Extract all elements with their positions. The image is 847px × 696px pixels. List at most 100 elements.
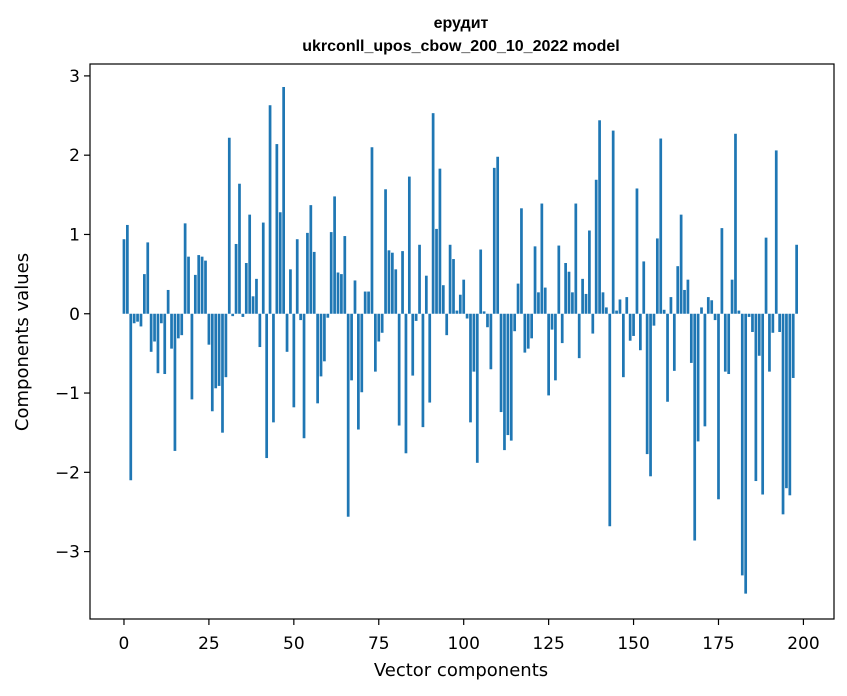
bar	[577, 313, 581, 359]
bar	[734, 133, 737, 314]
bar	[628, 313, 632, 341]
bar	[703, 313, 707, 427]
bar	[486, 313, 489, 328]
bar	[149, 313, 153, 352]
bar	[747, 313, 751, 317]
bar	[465, 313, 469, 319]
bar	[156, 313, 160, 374]
bar	[686, 279, 690, 314]
bar	[238, 183, 241, 314]
bar	[696, 313, 700, 442]
bar	[163, 313, 167, 375]
bar	[771, 313, 775, 333]
x-axis-label: Vector components	[374, 660, 548, 681]
bar	[523, 313, 527, 353]
bar	[737, 310, 741, 314]
bar	[139, 313, 143, 327]
bar	[204, 260, 207, 314]
bar	[564, 263, 567, 314]
bar	[282, 86, 285, 314]
bar	[781, 313, 785, 515]
bar	[791, 313, 795, 378]
bar	[622, 313, 625, 378]
bar	[129, 313, 133, 481]
bar	[700, 307, 703, 314]
y-tick-label: −2	[55, 463, 80, 483]
bar	[655, 238, 659, 314]
bar	[618, 299, 622, 314]
bar	[598, 120, 601, 314]
bar	[197, 255, 201, 314]
bar	[526, 313, 530, 349]
bar	[407, 176, 411, 314]
ticks-group: 0 25 50 75 100 125 150 175 200 −3 −2 −1 0 1 2 3	[55, 67, 820, 654]
bar	[146, 242, 150, 314]
bar	[774, 150, 778, 314]
bar	[122, 239, 126, 314]
bar	[384, 189, 387, 314]
bar	[676, 266, 680, 314]
bar	[503, 313, 506, 451]
bar	[751, 313, 754, 332]
bar	[537, 292, 540, 314]
bar	[401, 251, 404, 314]
bar	[231, 313, 235, 317]
bar	[221, 313, 224, 433]
bar	[363, 291, 367, 314]
bar	[652, 313, 656, 326]
bar	[662, 309, 666, 314]
x-tick-label: 175	[702, 634, 734, 654]
bar	[639, 313, 642, 351]
bar	[533, 246, 537, 314]
bar	[346, 313, 350, 517]
bar	[499, 313, 503, 413]
bar	[649, 313, 652, 477]
bar	[268, 105, 272, 314]
bar	[584, 293, 588, 314]
bar	[571, 292, 574, 314]
bar	[312, 251, 316, 314]
bar	[193, 274, 197, 314]
bar	[520, 208, 523, 314]
bar	[275, 144, 279, 314]
bar	[496, 156, 500, 314]
x-tick-label: 75	[368, 634, 390, 654]
bar	[323, 313, 326, 362]
bar	[421, 313, 425, 428]
bar	[445, 313, 449, 336]
bar	[166, 289, 170, 314]
bar	[744, 313, 748, 594]
bar	[292, 313, 296, 408]
bar	[492, 167, 496, 314]
bar	[479, 249, 483, 314]
bar	[547, 313, 550, 396]
bar	[159, 313, 163, 324]
bar	[761, 313, 765, 495]
bar	[683, 289, 686, 314]
bar	[374, 313, 377, 372]
bar	[764, 237, 768, 314]
bar	[581, 278, 584, 314]
bar	[693, 313, 697, 541]
bar	[632, 313, 635, 336]
bar	[285, 313, 289, 352]
bar	[757, 313, 761, 356]
bar	[730, 279, 734, 314]
bar	[306, 232, 309, 314]
bar	[455, 310, 459, 314]
bar	[550, 313, 554, 330]
bar	[350, 313, 353, 381]
bar	[428, 313, 432, 403]
bar	[669, 297, 673, 314]
y-axis-label: Components values	[12, 253, 33, 431]
bar	[414, 313, 418, 321]
x-tick-label: 150	[617, 634, 649, 654]
chart-title-line1: ерудит	[434, 15, 489, 32]
bar	[170, 313, 173, 349]
bar	[472, 313, 476, 372]
chart-title-line2: ukrconll_upos_cbow_200_10_2022 model	[302, 38, 619, 55]
bar	[278, 212, 282, 314]
y-tick-label: −3	[55, 543, 80, 563]
bar	[367, 291, 370, 314]
